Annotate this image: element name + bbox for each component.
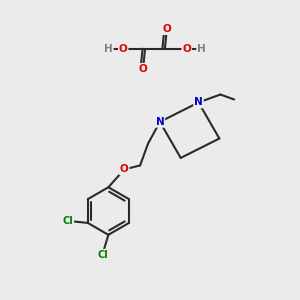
Text: H: H <box>197 44 206 54</box>
Text: O: O <box>120 164 129 174</box>
Text: Cl: Cl <box>63 216 74 226</box>
Text: O: O <box>182 44 191 54</box>
Text: N: N <box>194 98 203 107</box>
Text: O: O <box>119 44 128 54</box>
Text: O: O <box>163 24 171 34</box>
Text: N: N <box>155 117 164 127</box>
Text: H: H <box>104 44 113 54</box>
Text: Cl: Cl <box>97 250 108 260</box>
Text: O: O <box>139 64 147 74</box>
